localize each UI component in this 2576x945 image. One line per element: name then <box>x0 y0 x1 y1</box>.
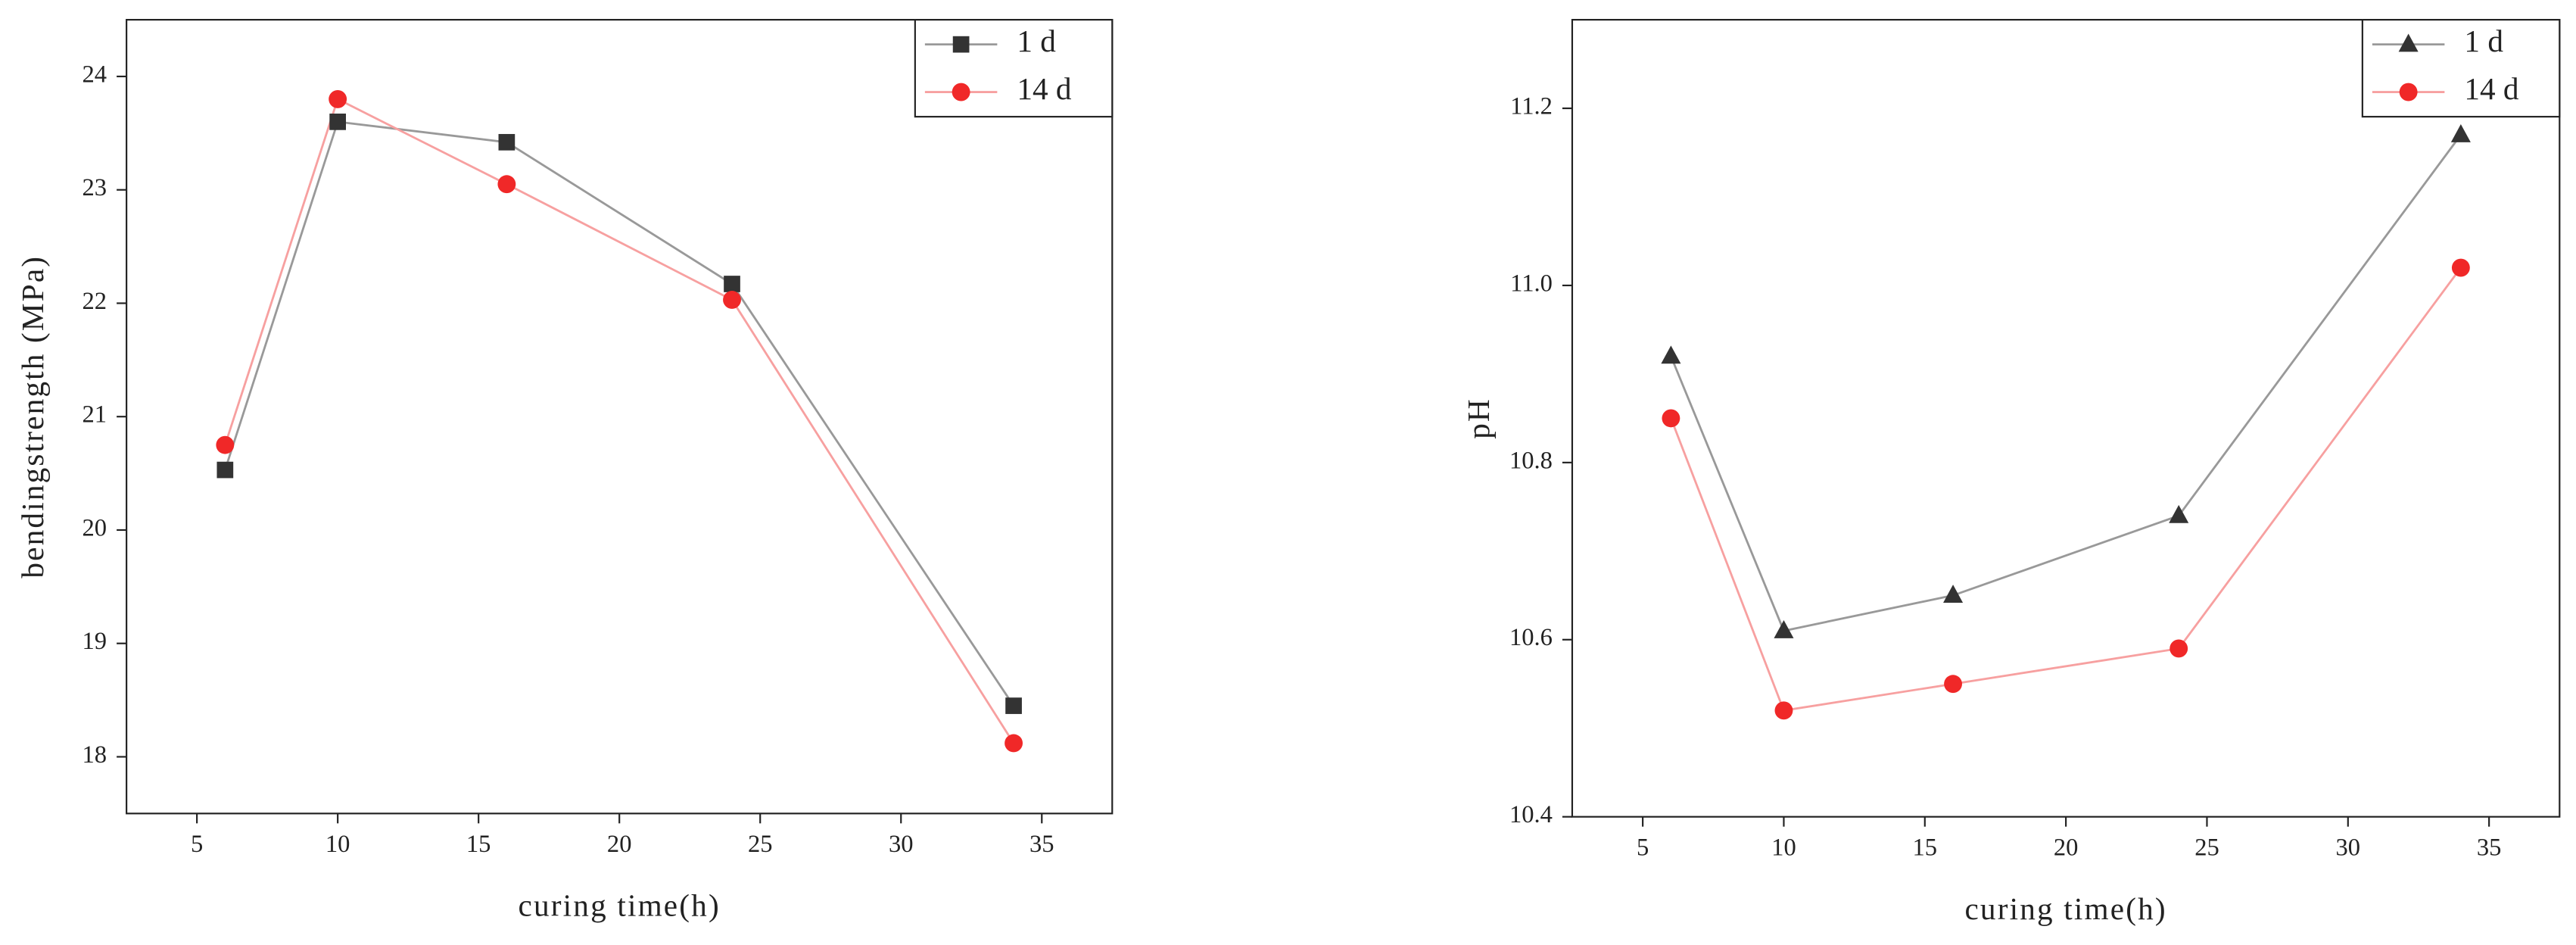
marker <box>2170 639 2188 658</box>
marker <box>1662 409 1680 428</box>
x-tick-label: 15 <box>466 831 491 858</box>
marker <box>1774 619 1794 638</box>
marker <box>723 291 741 309</box>
x-tick-label: 35 <box>1029 831 1054 858</box>
legend-box <box>914 19 1114 118</box>
x-tick-label: 30 <box>889 831 914 858</box>
marker <box>2450 124 2471 142</box>
x-tick-label: 15 <box>1913 834 1938 862</box>
y-tick-label: 11.2 <box>1510 93 1553 120</box>
legend-label: 14 d <box>2464 71 2519 106</box>
y-tick-label: 21 <box>83 401 107 429</box>
marker <box>1944 675 1962 694</box>
x-tick-label: 20 <box>607 831 632 858</box>
x-tick-label: 5 <box>191 831 203 858</box>
y-tick-label: 18 <box>83 741 107 769</box>
marker <box>216 435 235 454</box>
series-line <box>1670 267 2462 712</box>
legend-label: 1 d <box>1017 23 1056 58</box>
y-axis-title: pH <box>1461 398 1496 439</box>
marker <box>1005 697 1022 714</box>
marker <box>216 461 234 479</box>
legend-label: 1 d <box>2464 23 2503 58</box>
y-tick-label: 11.0 <box>1510 270 1553 297</box>
x-axis-title: curing time(h) <box>519 888 721 924</box>
x-tick-label: 30 <box>2336 834 2361 862</box>
y-tick-label: 10.6 <box>1509 624 1553 651</box>
marker <box>952 36 970 53</box>
x-axis-title: curing time(h) <box>1964 891 2166 927</box>
x-tick-label: 25 <box>748 831 773 858</box>
x-tick-label: 20 <box>2054 834 2079 862</box>
marker <box>498 133 516 151</box>
marker <box>2399 83 2418 101</box>
x-tick-label: 10 <box>1771 834 1796 862</box>
plot-frame <box>1571 19 2561 818</box>
y-tick-label: 10.8 <box>1509 447 1553 474</box>
y-tick-label: 10.4 <box>1509 801 1553 828</box>
legend-box <box>2361 19 2561 118</box>
legend-label: 14 d <box>1017 71 1072 106</box>
y-tick-label: 23 <box>83 174 107 201</box>
plot-frame <box>126 19 1114 815</box>
y-tick-label: 24 <box>83 61 107 88</box>
marker <box>1774 701 1793 720</box>
y-tick-label: 19 <box>83 628 107 655</box>
series-line <box>223 120 1015 706</box>
marker <box>724 276 740 292</box>
series-line <box>223 97 1015 744</box>
marker <box>2169 504 2189 523</box>
marker <box>329 114 346 130</box>
marker <box>1661 345 1681 364</box>
x-tick-label: 25 <box>2194 834 2219 862</box>
y-tick-label: 20 <box>83 514 107 541</box>
x-tick-label: 5 <box>1637 834 1649 862</box>
series-line <box>1670 134 2462 632</box>
x-tick-label: 35 <box>2477 834 2502 862</box>
marker <box>329 89 347 108</box>
x-tick-label: 10 <box>326 831 350 858</box>
y-tick-label: 22 <box>83 288 107 315</box>
marker <box>497 175 516 194</box>
marker <box>1005 734 1023 753</box>
marker <box>2451 258 2470 277</box>
marker <box>2398 33 2419 52</box>
y-axis-title: bendingstrength (MPa) <box>15 255 51 579</box>
marker <box>1943 585 1964 603</box>
marker <box>952 83 970 101</box>
